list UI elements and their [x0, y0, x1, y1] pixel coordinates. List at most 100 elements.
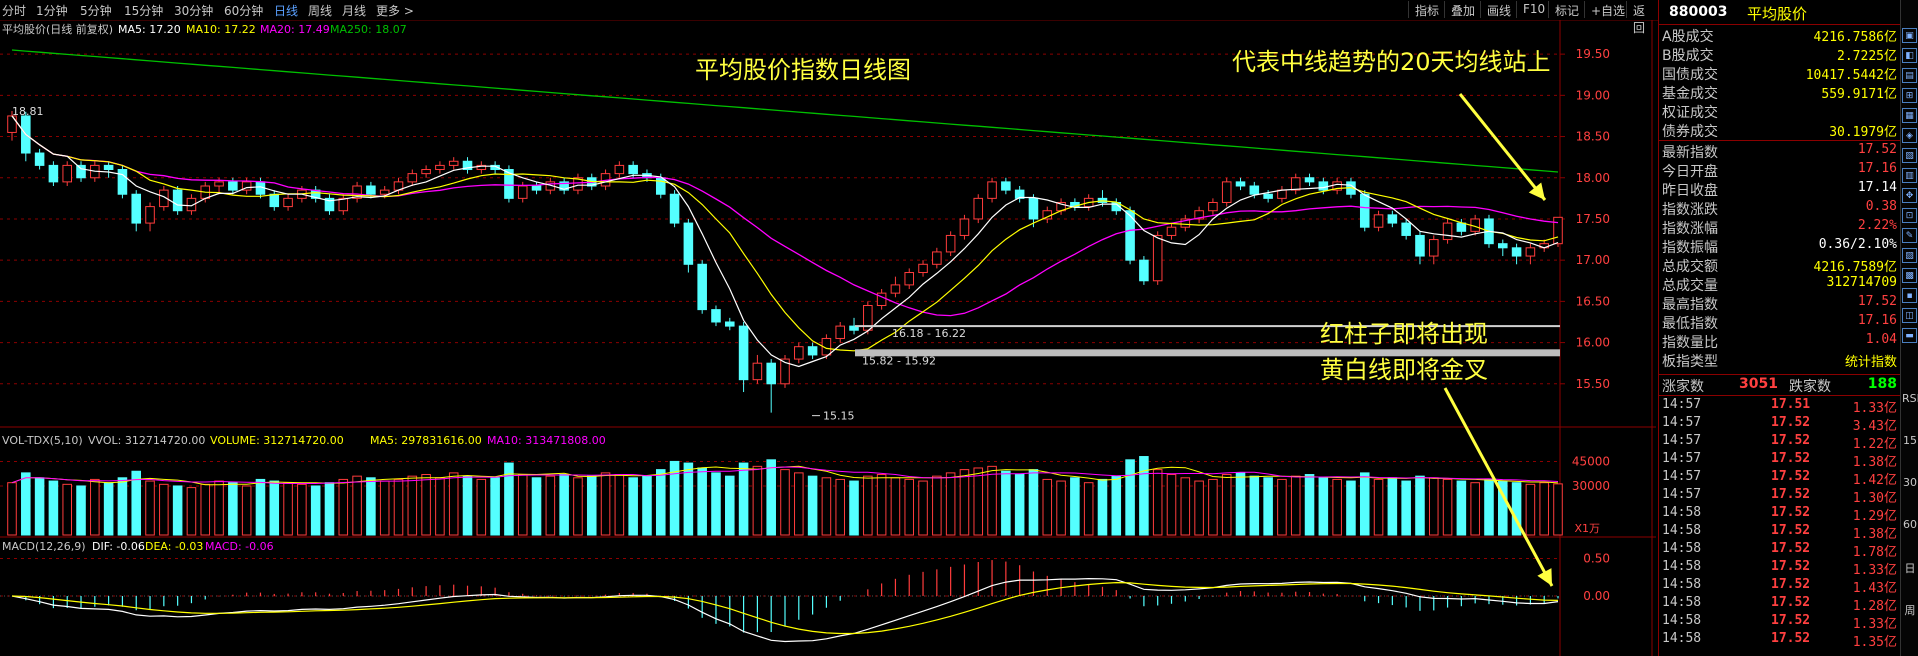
side-period-icon[interactable]: 30: [1903, 476, 1917, 489]
side-tool-icon[interactable]: ✥: [1902, 188, 1917, 203]
period-tab-9[interactable]: 更多 >: [376, 4, 414, 18]
quote-value: 0.36/2.10%: [1818, 237, 1897, 252]
candle-up: [1277, 189, 1287, 199]
candle-down: [1456, 222, 1467, 232]
quote-value: 17.52: [1857, 142, 1897, 157]
tick-time: 14:58: [1662, 631, 1702, 646]
period-tab-4[interactable]: 30分钟: [174, 4, 214, 18]
tick-time: 14:57: [1662, 397, 1702, 412]
volume-bar-up: [186, 487, 197, 536]
high-price-label: 18.81: [12, 105, 44, 118]
side-tool-icon[interactable]: ▨: [1902, 248, 1917, 263]
price-tick-label: 16.00: [1576, 336, 1610, 350]
candle-up: [1525, 247, 1536, 257]
candle-down: [1498, 243, 1508, 249]
quote-label: 总成交量: [1662, 278, 1718, 294]
tick-row: 14:57 17.51 1.33亿: [1659, 397, 1901, 416]
volume-bar-up: [890, 477, 901, 536]
side-period-icon[interactable]: 日: [1904, 562, 1916, 575]
tick-price: 17.52: [1771, 559, 1811, 574]
candle-down: [228, 181, 238, 191]
quote-row: 板指类型 统计指数: [1659, 350, 1901, 370]
toolbar-button-5[interactable]: +自选: [1584, 1, 1631, 18]
toolbar-button-2[interactable]: 画线: [1480, 1, 1517, 18]
period-tab-3[interactable]: 15分钟: [124, 4, 164, 18]
period-tab-1[interactable]: 1分钟: [36, 4, 68, 18]
tick-vol: 1.33亿: [1852, 563, 1897, 578]
low-price-label: 15.15: [823, 410, 855, 423]
volume-bar-down: [1125, 459, 1135, 536]
tick-price: 17.52: [1771, 469, 1811, 484]
volume-bar-up: [821, 477, 832, 536]
candle-up: [780, 358, 790, 385]
advance-decline-row: 涨家数 3051 跌家数 188: [1659, 374, 1901, 396]
candle-down: [1401, 222, 1411, 236]
candle-up: [1180, 218, 1191, 228]
side-tool-icon[interactable]: ▧: [1902, 148, 1917, 163]
side-tool-icon[interactable]: ▬: [1902, 328, 1917, 343]
price-tick-label: 15.50: [1576, 377, 1610, 391]
quote-value: 17.14: [1857, 180, 1897, 195]
side-period-icon[interactable]: RSI: [1902, 392, 1918, 405]
candle-down: [559, 181, 569, 191]
volume-bar-down: [172, 485, 183, 536]
candle-up: [973, 197, 984, 220]
volume-bar-down: [1097, 478, 1108, 536]
toolbar-button-1[interactable]: 叠加: [1444, 1, 1481, 18]
candle-up: [614, 164, 625, 175]
side-tool-icon[interactable]: ◈: [1902, 128, 1917, 143]
side-tool-icon[interactable]: ▦: [1902, 108, 1917, 123]
tick-row: 14:58 17.52 1.33亿: [1659, 613, 1901, 632]
volume-bar-down: [324, 482, 335, 536]
volume-bar-up: [448, 472, 459, 536]
tick-time: 14:58: [1662, 541, 1702, 556]
period-tab-2[interactable]: 5分钟: [80, 4, 112, 18]
volume-bar-down: [1387, 477, 1398, 536]
macd-tick-label: 0.00: [1583, 589, 1610, 603]
side-period-icon[interactable]: 60: [1903, 518, 1917, 531]
tick-row: 14:58 17.52 1.28亿: [1659, 595, 1901, 614]
volume-bar-up: [1428, 477, 1439, 536]
period-tab-5[interactable]: 60分钟: [224, 4, 264, 18]
toolbar-button-3[interactable]: F10: [1516, 1, 1551, 18]
volume-bar-up: [200, 483, 211, 536]
tick-price: 17.52: [1771, 595, 1811, 610]
candle-up: [7, 115, 17, 133]
toolbar-button-0[interactable]: 指标: [1408, 1, 1445, 18]
period-tab-0[interactable]: 分时: [2, 4, 27, 18]
volume-bar-up: [876, 474, 887, 536]
period-tab-8[interactable]: 月线: [342, 4, 367, 18]
chart-annotation-ma20: 代表中线趋势的20天均线站上: [1232, 48, 1551, 76]
quote-value: 17.16: [1857, 313, 1897, 328]
volume-bar-up: [338, 478, 349, 536]
candle-down: [1028, 197, 1039, 220]
quote-row: 国债成交 10417.5442亿: [1659, 63, 1901, 83]
period-tab-7[interactable]: 周线: [308, 4, 333, 18]
tick-time: 14:58: [1662, 523, 1702, 538]
tick-vol: 1.42亿: [1852, 473, 1897, 488]
ma250-legend: MA250: 18.07: [330, 23, 407, 36]
side-tool-icon[interactable]: ✎: [1902, 228, 1917, 243]
side-tool-icon[interactable]: ⊡: [1902, 208, 1917, 223]
volume-bar-down: [1139, 456, 1149, 536]
side-tool-icon[interactable]: ▪: [1902, 288, 1917, 303]
side-period-icon[interactable]: 15: [1903, 434, 1917, 447]
side-tool-icon[interactable]: ▤: [1902, 68, 1917, 83]
side-tool-icon[interactable]: ◧: [1902, 48, 1917, 63]
quote-row: 最低指数 17.16: [1659, 312, 1901, 332]
quote-label: 最低指数: [1662, 316, 1718, 332]
side-tool-icon[interactable]: ▥: [1902, 168, 1917, 183]
quote-value: 559.9171亿: [1821, 87, 1897, 102]
side-tool-icon[interactable]: ⊞: [1902, 88, 1917, 103]
quote-header: 880003 平均股价: [1659, 0, 1901, 25]
period-tab-6[interactable]: 日线: [274, 4, 299, 18]
toolbar-button-6[interactable]: 返回: [1626, 1, 1658, 35]
toolbar-button-4[interactable]: 标记: [1548, 1, 1585, 18]
side-tool-icon[interactable]: ▣: [1902, 28, 1917, 43]
side-tool-icon[interactable]: ◫: [1902, 308, 1917, 323]
volume-bar-down: [228, 482, 238, 536]
volume-bar-down: [1415, 475, 1425, 536]
side-tool-icon[interactable]: ▩: [1902, 268, 1917, 283]
side-period-icon[interactable]: 周: [1904, 604, 1916, 617]
quote-value: 2.7225亿: [1837, 49, 1897, 64]
